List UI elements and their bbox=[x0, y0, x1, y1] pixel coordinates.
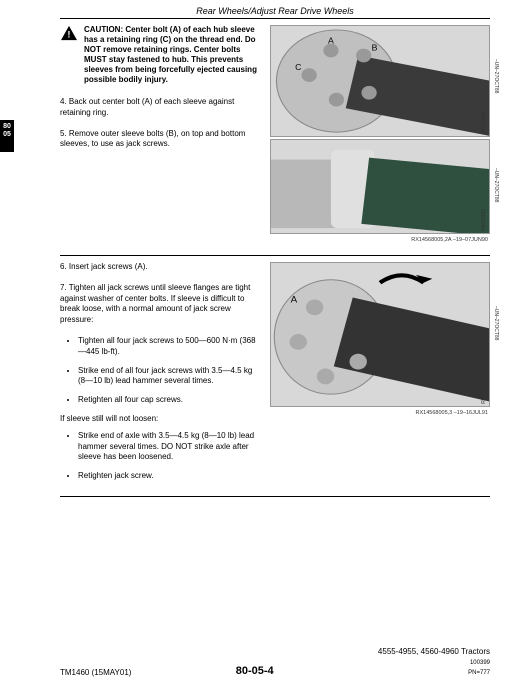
svg-text:B: B bbox=[372, 43, 378, 52]
tab-line1: 80 bbox=[2, 123, 12, 131]
figure-1: A B C –UN–27OCT88 RW11369 bbox=[270, 25, 490, 137]
bullet-2-1: Strike end of axle with 3.5—4.5 kg (8—10… bbox=[78, 431, 260, 463]
section-1-images: A B C –UN–27OCT88 RW11369 –UN–27OCT88 RW… bbox=[270, 25, 490, 249]
section-divider-2 bbox=[60, 496, 490, 497]
figure-2-sidecode: –UN–27OCT88 bbox=[493, 168, 499, 202]
step-5: 5. Remove outer sleeve bolts (B), on top… bbox=[60, 129, 260, 151]
caution-icon: ! bbox=[60, 25, 78, 41]
section-tab: 80 05 bbox=[0, 120, 14, 152]
section-1: ! CAUTION: Center bolt (A) of each hub s… bbox=[60, 25, 490, 249]
section-2-text: 6. Insert jack screws (A). 7. Tighten al… bbox=[60, 262, 270, 490]
section-2-code: RX14568005,3 –19–16JUL91 bbox=[270, 410, 490, 416]
section-2: 6. Insert jack screws (A). 7. Tighten al… bbox=[60, 262, 490, 490]
caution-box: ! CAUTION: Center bolt (A) of each hub s… bbox=[60, 25, 260, 85]
bullet-1-1: Tighten all four jack screws to 500—600 … bbox=[78, 336, 260, 358]
figure-1-sidecode: –UN–27OCT88 bbox=[493, 59, 499, 93]
bullets-2: Strike end of axle with 3.5—4.5 kg (8—10… bbox=[60, 431, 260, 482]
figure-3-sidecode: –UN–27OCT88 bbox=[493, 306, 499, 340]
step-7: 7. Tighten all jack screws until sleeve … bbox=[60, 283, 260, 326]
section-2-images: A –UN–27OCT88 RW11628 RX14568005,3 –19–1… bbox=[270, 262, 490, 490]
footer-right-main: 4555-4955, 4560-4960 Tractors bbox=[378, 647, 490, 656]
bullets-1: Tighten all four jack screws to 500—600 … bbox=[60, 336, 260, 406]
figure-2-bottomcode: RW11992 bbox=[481, 209, 487, 231]
bullet-2-2: Retighten jack screw. bbox=[78, 471, 260, 482]
footer-right-pn: PN=777 bbox=[468, 670, 490, 676]
svg-text:C: C bbox=[295, 63, 301, 72]
svg-text:A: A bbox=[291, 295, 298, 304]
footer-right-sub: 100399 bbox=[470, 660, 490, 666]
section-divider-1 bbox=[60, 255, 490, 256]
footer-left: TM1460 (15MAY01) bbox=[60, 668, 131, 677]
page-content: ! CAUTION: Center bolt (A) of each hub s… bbox=[0, 19, 510, 497]
figure-3: A –UN–27OCT88 RW11628 bbox=[270, 262, 490, 407]
tab-line2: 05 bbox=[2, 131, 12, 139]
step-4: 4. Back out center bolt (A) of each slee… bbox=[60, 97, 260, 119]
footer-right: 4555-4955, 4560-4960 Tractors 100399 PN=… bbox=[378, 647, 490, 677]
page-footer: TM1460 (15MAY01) 80-05-4 4555-4955, 4560… bbox=[60, 647, 490, 677]
bullet-1-2: Strike end of all four jack screws with … bbox=[78, 366, 260, 388]
footer-center: 80-05-4 bbox=[236, 665, 274, 677]
figure-2: –UN–27OCT88 RW11992 bbox=[270, 139, 490, 234]
page-header: Rear Wheels/Adjust Rear Drive Wheels bbox=[0, 0, 510, 18]
bullet-1-3: Retighten all four cap screws. bbox=[78, 395, 260, 406]
svg-text:A: A bbox=[328, 36, 334, 45]
step-6: 6. Insert jack screws (A). bbox=[60, 262, 260, 273]
section-1-text: ! CAUTION: Center bolt (A) of each hub s… bbox=[60, 25, 270, 249]
svg-text:!: ! bbox=[68, 29, 71, 39]
figure-3-bottomcode: RW11628 bbox=[481, 382, 487, 404]
if-statement: If sleeve still will not loosen: bbox=[60, 414, 260, 425]
figure-1-bottomcode: RW11369 bbox=[481, 112, 487, 134]
caution-text: CAUTION: Center bolt (A) of each hub sle… bbox=[84, 25, 260, 85]
header-title: Rear Wheels/Adjust Rear Drive Wheels bbox=[196, 6, 354, 16]
section-1-code: RX14568005,2A –19–07JUN90 bbox=[270, 237, 490, 243]
